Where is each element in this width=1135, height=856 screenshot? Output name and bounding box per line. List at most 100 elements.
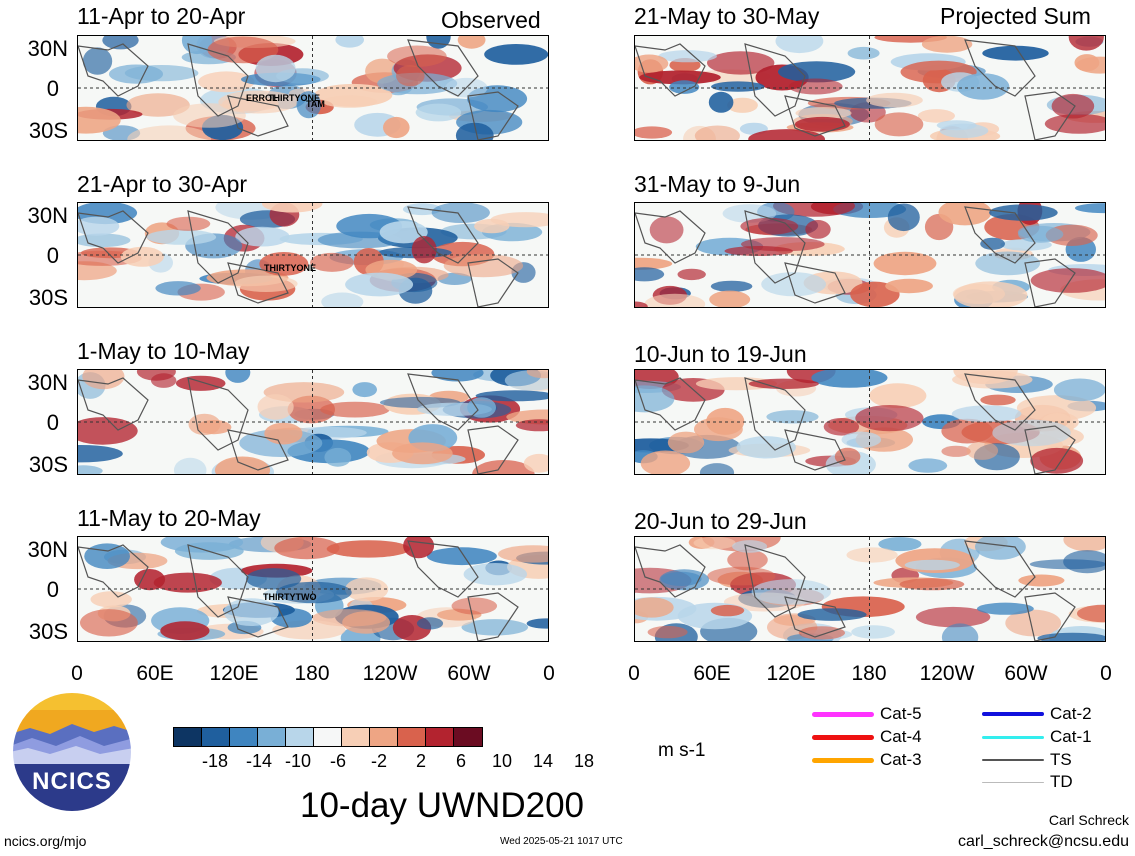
coastline	[784, 429, 846, 471]
anomaly-blob	[921, 36, 973, 53]
anomaly-blob	[416, 617, 444, 630]
x-tick-label: 60E	[136, 662, 174, 685]
legend-swatch	[982, 735, 1044, 739]
anomaly-blob	[196, 420, 232, 435]
anomaly-blob	[310, 252, 354, 272]
chart-title: 10-day UWND200	[300, 786, 584, 825]
anomaly-blob	[805, 220, 831, 239]
anomaly-blob	[467, 397, 496, 418]
anomaly-blob	[198, 71, 255, 93]
anomaly-blob	[917, 109, 955, 123]
anomaly-blob	[1030, 447, 1084, 474]
anomaly-blob	[878, 537, 922, 552]
anomaly-blob	[869, 383, 927, 409]
legend-item: Cat-1	[982, 727, 1092, 747]
anomaly-blob	[234, 275, 298, 292]
anomaly-blob	[635, 54, 669, 73]
y-tick-label: 0	[46, 76, 59, 101]
anomaly-blob	[431, 203, 490, 223]
colorbar-swatch	[230, 728, 258, 746]
projected-label: Projected Sum	[940, 3, 1091, 29]
coastline	[635, 210, 706, 264]
footer-url[interactable]: ncics.org/mjo	[4, 833, 87, 849]
anomaly-blob	[383, 116, 410, 139]
colorbar-swatch	[174, 728, 202, 746]
anomaly-blob	[644, 293, 706, 307]
map-panel-proj-3	[634, 369, 1106, 475]
coastline	[744, 43, 806, 117]
panel-title-obs-4: 11-May to 20-May	[77, 505, 261, 531]
legend-item: Cat-4	[812, 727, 922, 747]
legend-swatch	[812, 757, 874, 763]
x-tick-label: 60W	[1004, 662, 1048, 685]
colorbar-swatch	[426, 728, 454, 746]
anomaly-blob	[78, 261, 117, 281]
legend-label: TD	[1050, 772, 1073, 791]
anomaly-blob	[120, 246, 164, 267]
anomaly-blob	[788, 78, 843, 95]
anomaly-blob	[1063, 537, 1105, 552]
coastline	[964, 206, 1036, 264]
anomaly-blob	[635, 257, 673, 270]
colorbar-label: 2	[415, 751, 427, 771]
anomaly-blob	[885, 278, 933, 294]
anomaly-blob	[823, 418, 860, 436]
anomaly-blob	[127, 125, 212, 140]
anomaly-blob	[635, 301, 648, 307]
footer-email[interactable]: carl_schreck@ncsu.edu	[958, 833, 1129, 850]
x-tick-label: 0	[1100, 662, 1112, 685]
legend-item: Cat-3	[812, 750, 922, 770]
colorbar-swatch	[398, 728, 426, 746]
legend-label: Cat-5	[880, 704, 922, 723]
y-tick-label: 30N	[27, 36, 68, 61]
anomaly-blob	[411, 236, 437, 264]
anomaly-blob	[1053, 378, 1105, 402]
legend-label: Cat-1	[1050, 727, 1092, 746]
panel-title-proj-2: 31-May to 9-Jun	[634, 171, 801, 197]
anomaly-blob	[262, 203, 323, 213]
coastline	[78, 210, 149, 264]
anomaly-blob	[908, 458, 948, 473]
coastline	[784, 262, 846, 304]
y-tick-label: 30N	[27, 537, 68, 562]
coastline	[744, 210, 806, 284]
anomaly-blob	[259, 252, 309, 276]
legend-label: Cat-4	[880, 727, 922, 746]
anomaly-blob	[387, 45, 447, 67]
anomaly-blob	[659, 569, 709, 591]
colorbar-swatch	[258, 728, 286, 746]
anomaly-blob	[392, 442, 453, 465]
colorbar-label: -6	[329, 751, 347, 771]
colorbar-swatch	[314, 728, 342, 746]
anomaly-blob	[1063, 550, 1105, 574]
colorbar-label: -2	[370, 751, 388, 771]
anomaly-blob	[941, 623, 979, 641]
colorbar-label: 10	[491, 751, 513, 771]
anomaly-blob	[989, 204, 1058, 221]
coastline	[635, 544, 706, 598]
anomaly-blob	[1018, 225, 1064, 243]
y-tick-label: 0	[46, 243, 59, 268]
anomaly-blob	[874, 112, 924, 137]
anomaly-blob	[78, 106, 121, 134]
colorbar-label: -14	[245, 751, 273, 771]
coastline	[1024, 592, 1076, 641]
anomaly-blob	[451, 597, 498, 615]
colorbar-label: 6	[455, 751, 467, 771]
anomaly-blob	[751, 579, 831, 605]
anomaly-blob	[640, 450, 691, 474]
anomaly-blob	[78, 216, 120, 236]
logo-text: NCICS	[32, 768, 112, 795]
y-tick-label: 30S	[28, 118, 68, 143]
anomaly-blob	[710, 604, 745, 617]
map-panel-obs-1	[77, 35, 549, 141]
anomaly-blob	[741, 237, 825, 252]
map-panel-obs-3	[77, 369, 549, 475]
y-tick-label: 30S	[28, 452, 68, 477]
anomaly-blob	[175, 375, 226, 391]
anomaly-blob	[710, 280, 753, 292]
units-label: m s-1	[658, 740, 706, 761]
x-tick-label: 180	[294, 662, 330, 685]
anomaly-blob	[708, 91, 734, 113]
colorbar-label: 14	[532, 751, 554, 771]
